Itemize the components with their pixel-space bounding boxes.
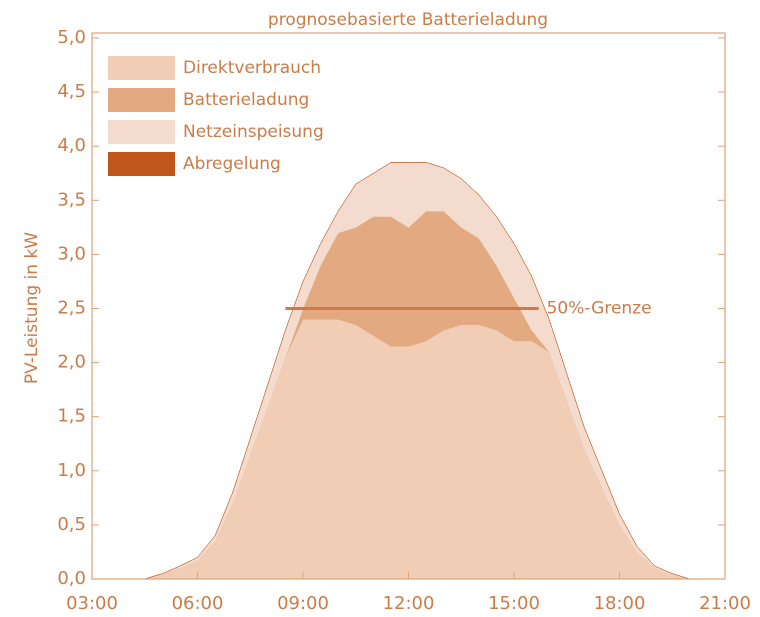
x-tick-label: 12:00	[383, 593, 435, 614]
legend-swatch	[108, 120, 175, 144]
y-tick-label: 3,0	[57, 243, 86, 264]
y-tick-label: 3,5	[57, 189, 86, 210]
y-tick-label: 1,0	[57, 460, 86, 481]
x-tick-label: 18:00	[594, 593, 646, 614]
legend-swatch	[108, 56, 175, 80]
x-tick-label: 21:00	[699, 593, 751, 614]
y-tick-label: 4,5	[57, 81, 86, 102]
x-tick-label: 15:00	[488, 593, 540, 614]
legend-label: Abregelung	[183, 154, 281, 174]
x-tick-label: 03:00	[66, 593, 118, 614]
legend-label: Batterieladung	[183, 90, 309, 110]
legend-swatch	[108, 88, 175, 112]
y-tick-label: 4,0	[57, 135, 86, 156]
legend-label: Netzeinspeisung	[183, 122, 324, 142]
y-tick-label: 2,5	[57, 298, 86, 319]
y-tick-label: 0,0	[57, 568, 86, 589]
y-tick-label: 2,0	[57, 352, 86, 373]
legend-label: Direktverbrauch	[183, 58, 321, 78]
x-tick-label: 06:00	[172, 593, 224, 614]
x-tick-label: 09:00	[277, 593, 329, 614]
y-tick-label: 1,5	[57, 406, 86, 427]
chart-title: prognosebasierte Batterieladung	[268, 10, 548, 30]
y-tick-label: 5,0	[57, 27, 86, 48]
limit-label: 50%-Grenze	[547, 299, 652, 319]
y-tick-label: 0,5	[57, 514, 86, 535]
area	[144, 319, 690, 580]
legend-swatch	[108, 152, 175, 176]
y-axis-label: PV-Leistung in kW	[22, 232, 42, 384]
plot-area	[144, 162, 690, 580]
